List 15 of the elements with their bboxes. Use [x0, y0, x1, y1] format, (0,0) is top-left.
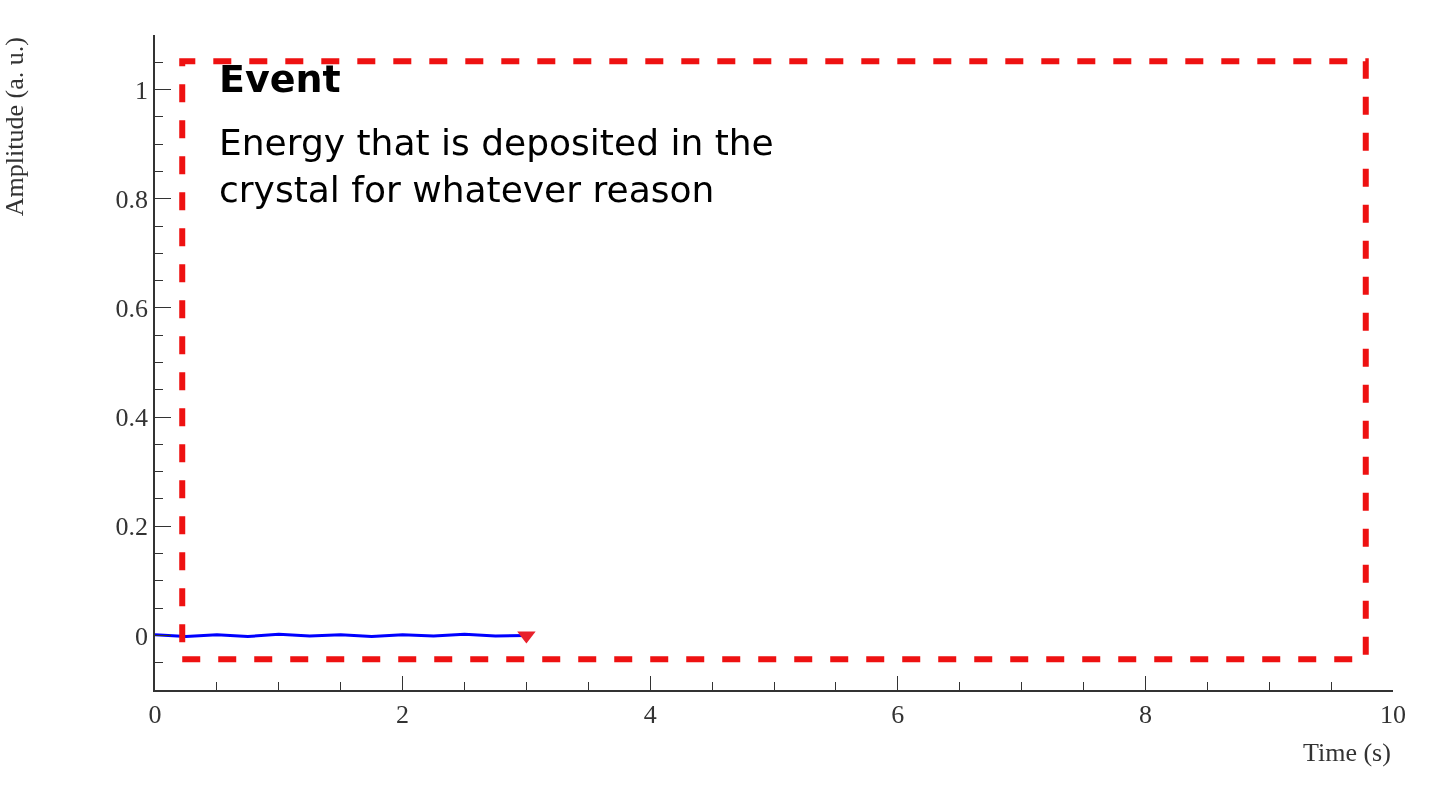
- x-tick-label: 2: [396, 699, 410, 729]
- y-tick-label: 0: [135, 621, 149, 651]
- y-tick-label: 0.2: [115, 512, 149, 542]
- x-tick-label: 6: [891, 699, 905, 729]
- x-tick-label: 4: [643, 699, 657, 729]
- y-tick-label: 0.4: [115, 403, 149, 433]
- annotation: Event: [219, 57, 341, 101]
- y-axis-title: Amplitude (a. u.): [0, 37, 30, 217]
- x-axis-title: Time (s): [1303, 738, 1391, 767]
- y-tick-label: 0.8: [115, 184, 149, 214]
- annotation: Energy that is deposited in the crystal for whatever reason: [219, 122, 774, 210]
- y-tick-label: 1: [135, 75, 149, 105]
- y-tick-label: 0.6: [115, 294, 149, 324]
- x-tick-label: 10: [1380, 699, 1406, 729]
- x-tick-label: 8: [1138, 699, 1152, 729]
